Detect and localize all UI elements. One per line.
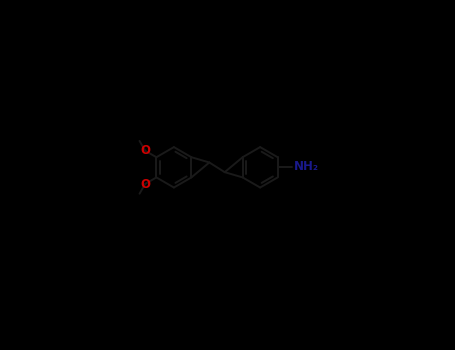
Text: NH₂: NH₂ bbox=[293, 160, 318, 173]
Text: O: O bbox=[141, 144, 151, 157]
Text: O: O bbox=[140, 178, 150, 191]
